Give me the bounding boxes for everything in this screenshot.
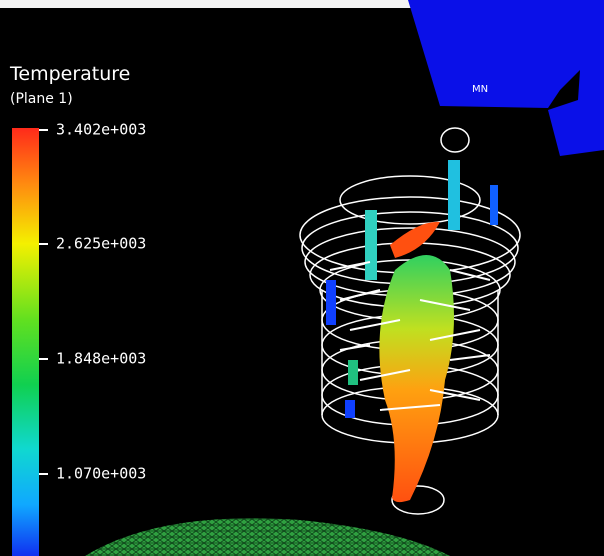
tick-label: 1.848e+003 (56, 350, 146, 368)
tick-label: 1.070e+003 (56, 465, 146, 483)
viewport: MN Temperature (Plane 1) 3.402e+003 2.62… (0, 0, 604, 556)
tick-label: 3.402e+003 (56, 121, 146, 139)
tick-label: 2.625e+003 (56, 235, 146, 253)
legend-title: Temperature (9, 63, 130, 85)
page: MN Temperature (Plane 1) 3.402e+003 2.62… (0, 0, 604, 556)
triad-label: MN (472, 84, 488, 95)
color-bar (12, 128, 39, 556)
legend-subtitle: (Plane 1) (10, 91, 73, 107)
